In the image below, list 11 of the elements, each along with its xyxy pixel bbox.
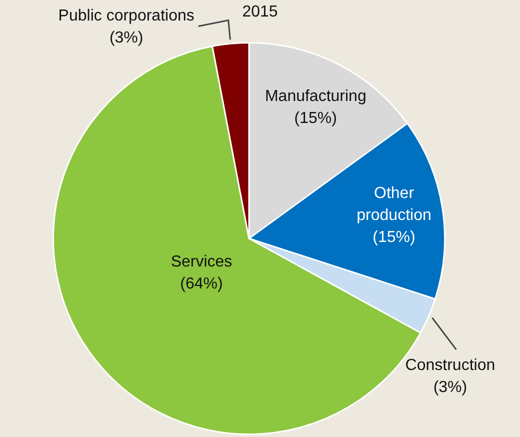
slice-label: Construction xyxy=(405,356,496,374)
data-label: (15%) xyxy=(372,228,416,246)
slice-label: Manufacturing xyxy=(264,88,366,106)
data-label: (64%) xyxy=(180,275,223,292)
data-label: (3%) xyxy=(109,30,144,47)
slice-label: Public corporations xyxy=(58,8,194,25)
chart-title: 2015 xyxy=(242,3,278,20)
slice-label: Other production xyxy=(356,184,432,224)
slice-label: Services xyxy=(170,253,232,270)
data-label: (3%) xyxy=(433,378,468,396)
data-label: (15%) xyxy=(294,110,337,128)
